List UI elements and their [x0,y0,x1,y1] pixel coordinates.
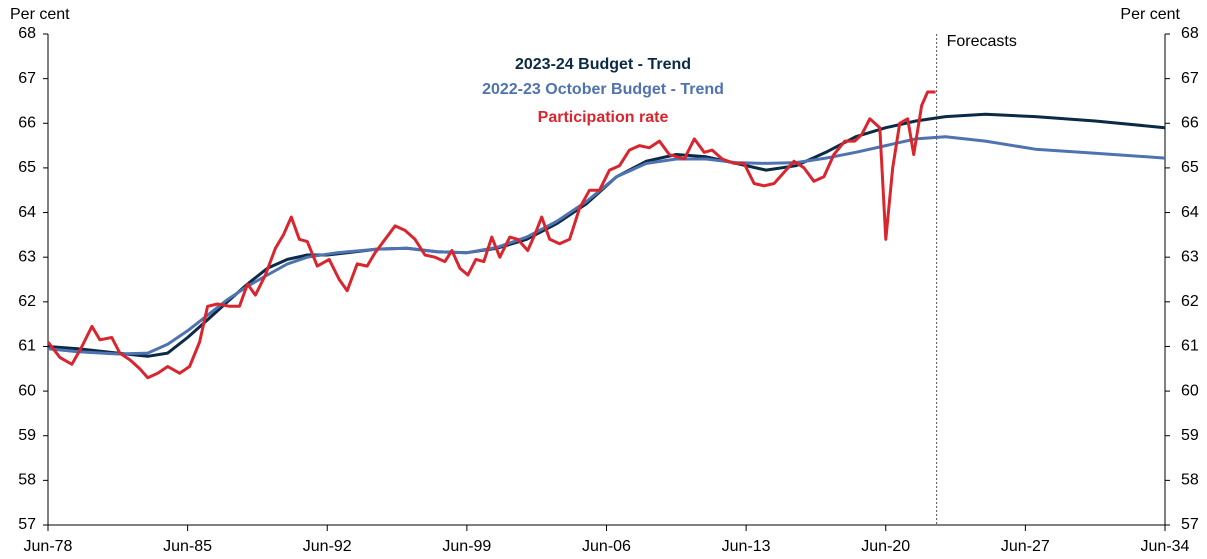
y2-tick-label: 59 [1181,427,1199,444]
y-tick-label: 68 [18,25,36,42]
y-tick-label: 63 [18,248,36,265]
x-tick-label: Jun-92 [303,538,352,555]
legend-entry: 2022-23 October Budget - Trend [482,81,724,98]
y2-tick-label: 58 [1181,472,1199,489]
y2-tick-label: 65 [1181,159,1199,176]
y2-tick-label: 64 [1181,204,1199,221]
y2-tick-label: 57 [1181,516,1199,533]
y-tick-label: 60 [18,382,36,399]
y2-tick-label: 61 [1181,338,1199,355]
y2-axis-label: Per cent [1120,6,1180,23]
y2-tick-label: 63 [1181,248,1199,265]
y-tick-label: 61 [18,338,36,355]
y-tick-label: 66 [18,114,36,131]
x-tick-label: Jun-85 [163,538,212,555]
legend-entry: 2023-24 Budget - Trend [515,56,691,73]
y2-tick-label: 68 [1181,25,1199,42]
y-tick-label: 57 [18,516,36,533]
legend-entry: Participation rate [538,109,669,126]
x-tick-label: Jun-20 [861,538,910,555]
series-line [47,135,1166,356]
y-tick-label: 64 [18,204,36,221]
x-tick-label: Jun-99 [442,538,491,555]
y-axis-label: Per cent [10,6,70,23]
x-tick-label: Jun-27 [1001,538,1050,555]
y-tick-label: 62 [18,293,36,310]
y-tick-label: 58 [18,472,36,489]
y-tick-label: 65 [18,159,36,176]
y2-tick-label: 67 [1181,70,1199,87]
annotation: Forecasts [947,33,1017,50]
y-tick-label: 67 [18,70,36,87]
y2-tick-label: 66 [1181,114,1199,131]
y2-tick-label: 60 [1181,382,1199,399]
x-tick-label: Jun-34 [1141,538,1190,555]
x-tick-label: Jun-13 [722,538,771,555]
series-line [46,90,936,380]
x-tick-label: Jun-78 [24,538,73,555]
series-line [47,112,1166,358]
y2-tick-label: 62 [1181,293,1199,310]
x-tick-label: Jun-06 [582,538,631,555]
y-tick-label: 59 [18,427,36,444]
